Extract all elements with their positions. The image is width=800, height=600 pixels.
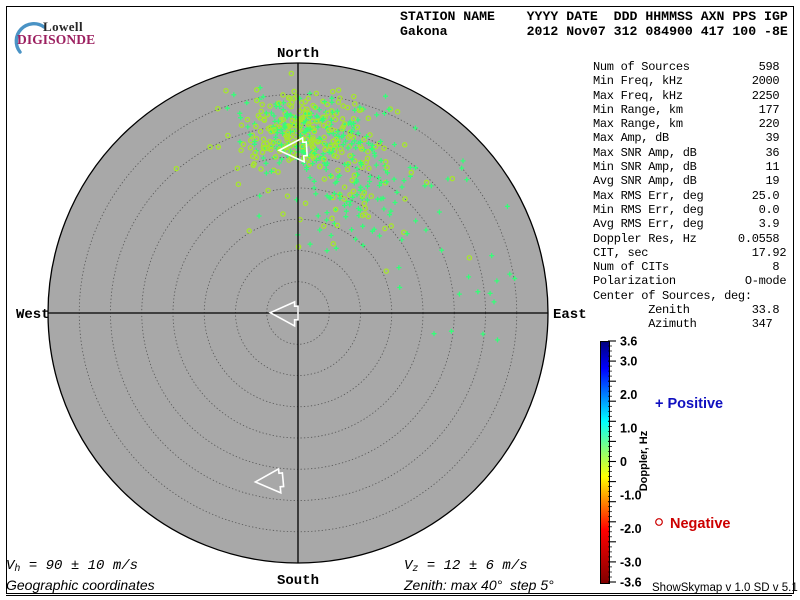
- svg-text:-3.0: -3.0: [620, 555, 642, 569]
- svg-text:1.0: 1.0: [620, 422, 637, 436]
- svg-text:Negative: Negative: [670, 516, 730, 532]
- svg-text:+ Positive: + Positive: [655, 396, 723, 412]
- svg-text:-2.0: -2.0: [620, 522, 642, 536]
- svg-text:3.0: 3.0: [620, 355, 637, 369]
- svg-text:Doppler, Hz: Doppler, Hz: [638, 430, 650, 491]
- svg-text:2.0: 2.0: [620, 388, 637, 402]
- svg-text:3.6: 3.6: [620, 335, 637, 349]
- svg-text:0: 0: [620, 455, 627, 469]
